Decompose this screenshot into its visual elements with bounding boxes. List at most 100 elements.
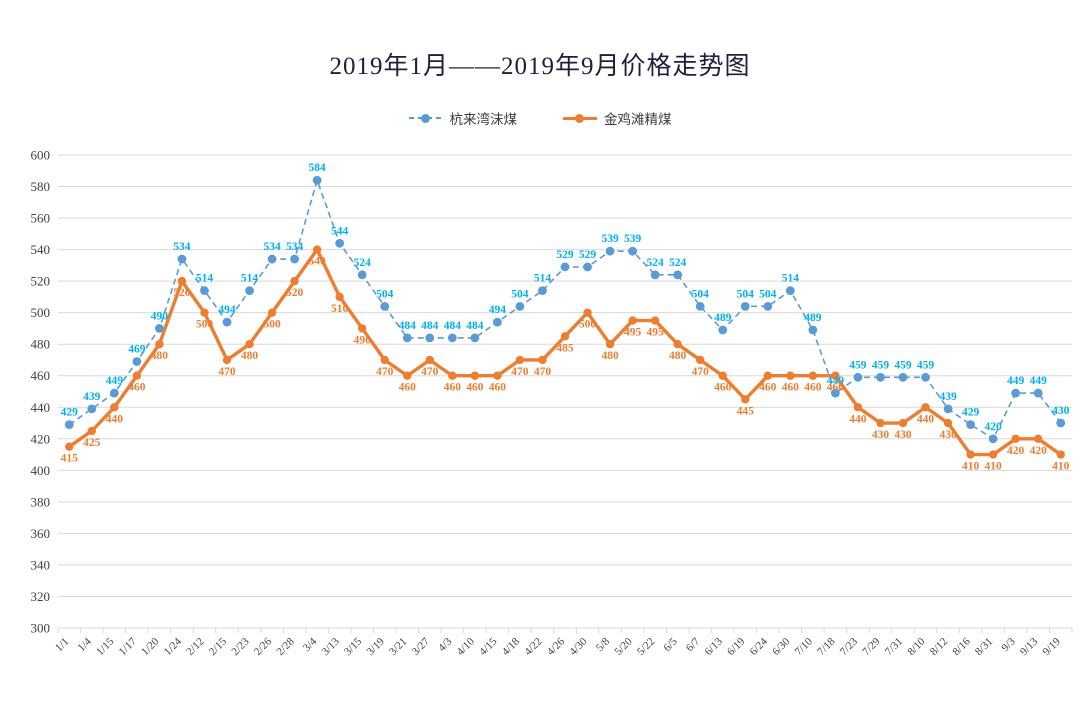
data-point[interactable] <box>403 371 412 380</box>
data-point[interactable] <box>741 395 750 404</box>
data-point[interactable] <box>628 246 637 256</box>
data-point[interactable] <box>177 254 187 264</box>
data-point[interactable] <box>155 340 164 349</box>
data-point[interactable] <box>380 355 389 365</box>
data-point[interactable] <box>358 324 367 333</box>
data-point[interactable] <box>718 371 727 380</box>
data-point[interactable] <box>966 450 975 459</box>
data-point[interactable] <box>425 333 435 343</box>
data-point[interactable] <box>267 308 277 317</box>
data-point[interactable] <box>65 442 74 451</box>
data-point[interactable] <box>695 301 705 311</box>
data-point[interactable] <box>335 292 344 302</box>
data-point[interactable] <box>966 420 975 430</box>
data-point[interactable] <box>831 371 840 380</box>
data-point[interactable] <box>87 404 97 414</box>
data-point[interactable] <box>1033 388 1043 398</box>
data-point[interactable] <box>177 276 187 286</box>
data-point[interactable] <box>1011 388 1021 398</box>
data-point[interactable] <box>245 286 254 295</box>
data-point[interactable] <box>222 355 232 365</box>
data-point[interactable] <box>808 371 818 380</box>
data-label: 460 <box>759 382 777 394</box>
data-point[interactable] <box>876 418 885 428</box>
y-tick-label: 360 <box>31 526 51 541</box>
data-point[interactable] <box>222 317 232 327</box>
data-point[interactable] <box>785 286 795 295</box>
legend-item-orange[interactable]: 金鸡滩精煤 <box>563 108 672 128</box>
data-point[interactable] <box>583 262 592 272</box>
data-point[interactable] <box>290 254 299 264</box>
data-point[interactable] <box>673 270 683 280</box>
data-point[interactable] <box>718 325 728 335</box>
x-tick-label: 9/13 <box>1018 635 1041 658</box>
data-point[interactable] <box>132 357 142 366</box>
data-point[interactable] <box>763 371 772 380</box>
data-point[interactable] <box>921 372 930 382</box>
data-label: 470 <box>421 366 439 378</box>
legend-label-orange: 金鸡滩精煤 <box>604 112 672 128</box>
data-point[interactable] <box>132 371 142 380</box>
data-point[interactable] <box>605 246 615 256</box>
data-point[interactable] <box>650 316 660 325</box>
data-point[interactable] <box>335 238 345 248</box>
data-point[interactable] <box>583 308 592 317</box>
data-point[interactable] <box>470 371 480 380</box>
data-point[interactable] <box>853 403 863 412</box>
data-point[interactable] <box>808 325 818 335</box>
data-point[interactable] <box>921 403 930 412</box>
data-point[interactable] <box>696 355 705 365</box>
data-point[interactable] <box>64 420 74 430</box>
data-point[interactable] <box>200 308 209 317</box>
data-point[interactable] <box>515 355 525 365</box>
data-point[interactable] <box>425 355 434 365</box>
data-point[interactable] <box>267 254 277 264</box>
data-point[interactable] <box>740 301 750 311</box>
data-point[interactable] <box>560 262 570 272</box>
data-point[interactable] <box>673 340 682 349</box>
data-point[interactable] <box>943 404 953 414</box>
data-point[interactable] <box>538 355 547 365</box>
data-point[interactable] <box>448 371 457 380</box>
data-point[interactable] <box>470 333 480 343</box>
data-label: 429 <box>962 407 980 419</box>
data-point[interactable] <box>1034 434 1043 443</box>
data-point[interactable] <box>357 270 367 280</box>
legend-item-blue[interactable]: 杭来湾沫煤 <box>408 108 517 128</box>
data-point[interactable] <box>650 270 660 280</box>
data-point[interactable] <box>312 175 322 185</box>
data-point[interactable] <box>786 371 795 380</box>
data-point[interactable] <box>988 434 998 444</box>
data-point[interactable] <box>943 418 953 428</box>
data-point[interactable] <box>245 340 254 349</box>
data-point[interactable] <box>831 388 840 398</box>
data-point[interactable] <box>493 317 502 327</box>
data-point[interactable] <box>605 340 615 349</box>
data-point[interactable] <box>1056 418 1066 428</box>
data-point[interactable] <box>87 426 97 436</box>
data-point[interactable] <box>1056 450 1065 459</box>
data-point[interactable] <box>853 372 863 382</box>
data-point[interactable] <box>515 301 525 311</box>
data-point[interactable] <box>155 324 164 333</box>
data-point[interactable] <box>876 372 885 382</box>
data-point[interactable] <box>988 450 998 459</box>
x-tick-label: 1/1 <box>53 636 71 654</box>
data-point[interactable] <box>447 333 457 343</box>
data-point[interactable] <box>628 316 637 325</box>
data-point[interactable] <box>380 301 390 311</box>
data-point[interactable] <box>898 372 908 382</box>
data-point[interactable] <box>560 332 570 341</box>
data-point[interactable] <box>290 276 299 286</box>
data-point[interactable] <box>109 388 119 398</box>
data-point[interactable] <box>1011 434 1020 443</box>
data-point[interactable] <box>402 333 412 343</box>
data-point[interactable] <box>763 301 773 311</box>
data-point[interactable] <box>110 403 119 412</box>
data-point[interactable] <box>898 418 908 428</box>
data-point[interactable] <box>200 286 209 295</box>
data-point[interactable] <box>493 371 502 380</box>
data-point[interactable] <box>538 286 547 295</box>
y-tick-label: 380 <box>31 494 51 509</box>
data-point[interactable] <box>312 245 322 254</box>
